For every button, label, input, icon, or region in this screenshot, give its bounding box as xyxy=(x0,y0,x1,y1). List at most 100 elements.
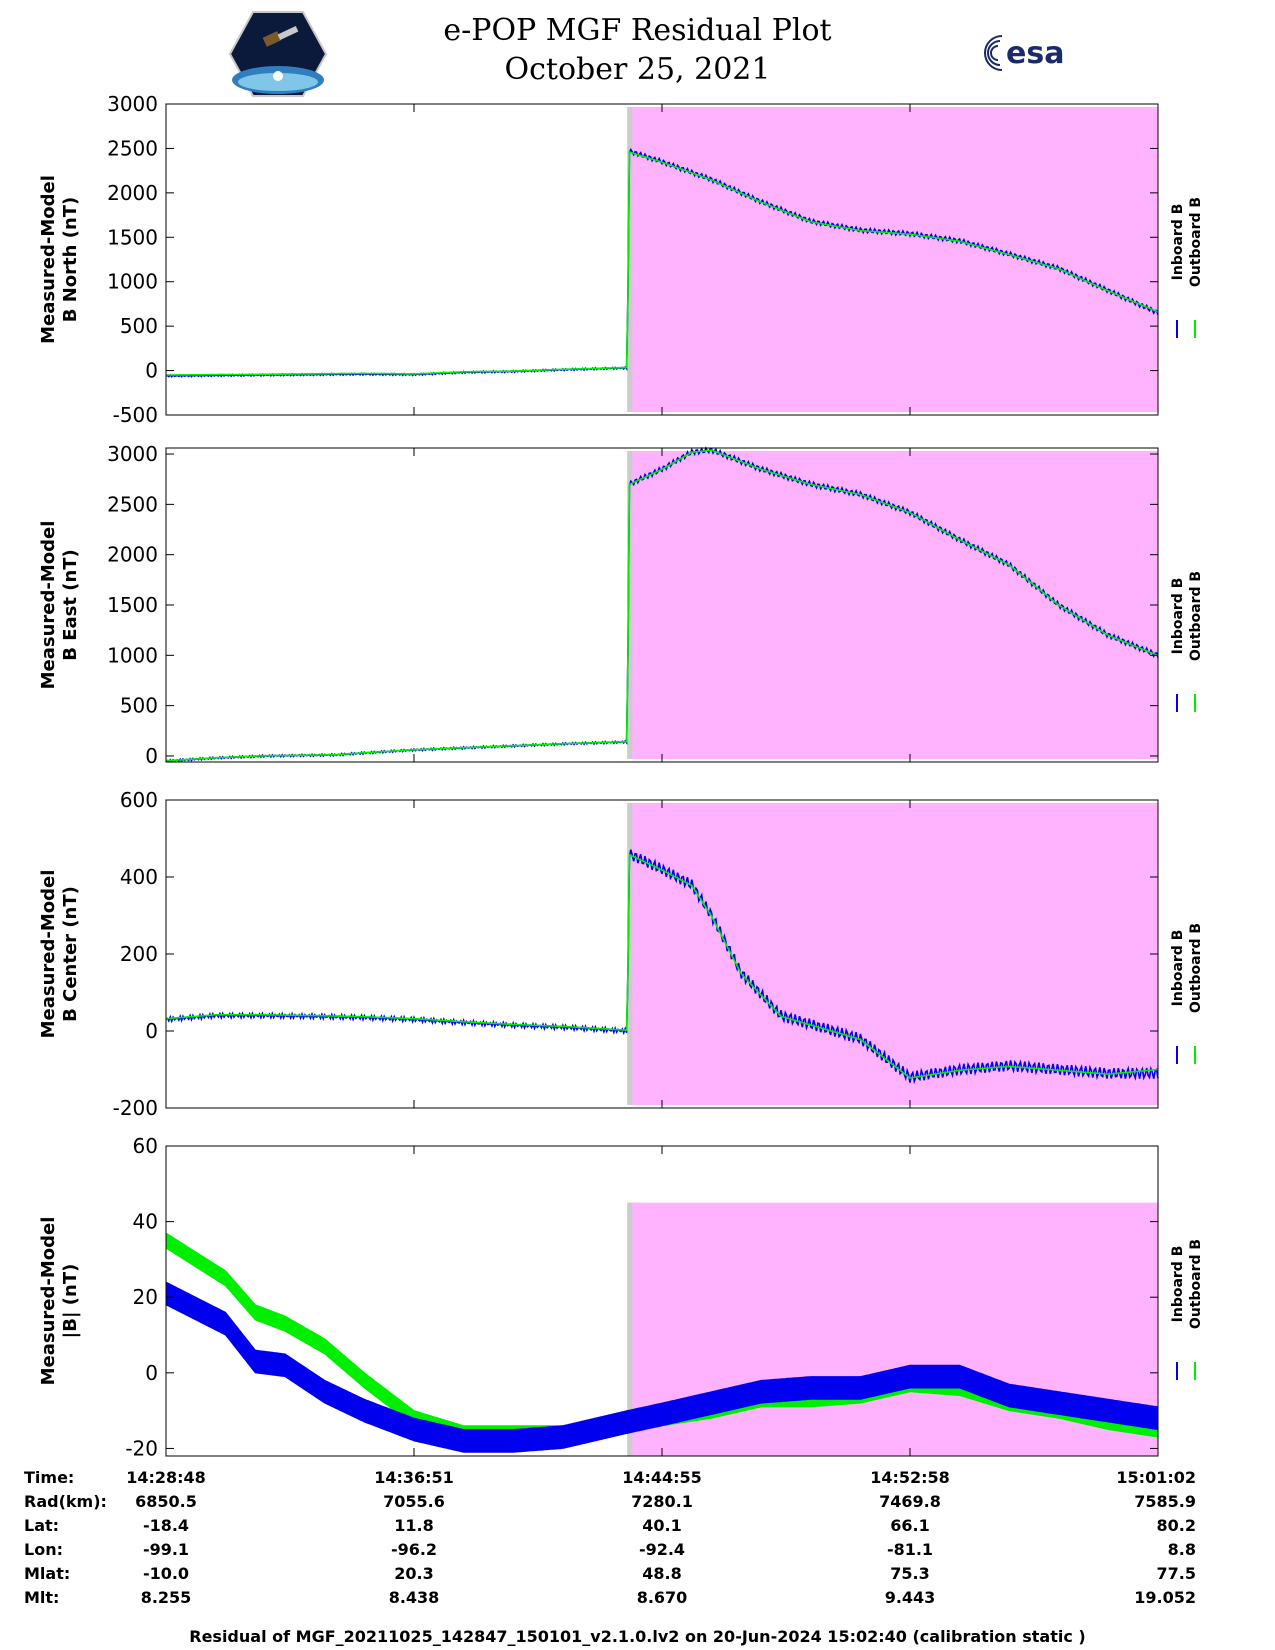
table-cell: 15:01:02 xyxy=(1116,1468,1196,1487)
panel-4: 60 40 20 0 -20 Measured-Model |B| (nT) Inboard … xyxy=(38,1134,1204,1460)
table-cell: 8.8 xyxy=(1167,1540,1196,1559)
y-tick-label: 0 xyxy=(145,1019,158,1043)
table-row: Time: 14:28:48 14:36:51 14:44:55 14:52:58 15:… xyxy=(0,1468,1275,1490)
table-cell: 14:44:55 xyxy=(622,1468,702,1487)
y-tick-label: 600 xyxy=(120,788,158,812)
table-cell: 80.2 xyxy=(1156,1516,1196,1535)
y-tick-label: -500 xyxy=(113,403,158,427)
y-tick-label: 1500 xyxy=(107,225,158,249)
table-cell: 8.438 xyxy=(388,1588,440,1607)
table-cell: 7585.9 xyxy=(1134,1492,1196,1511)
series-line-outboard-b xyxy=(165,449,1159,762)
table-cell: 7280.1 xyxy=(631,1492,693,1511)
esa-logo-icon: esa xyxy=(984,35,1064,71)
table-cell: -92.4 xyxy=(638,1540,686,1559)
y-tick-label: 20 xyxy=(133,1285,158,1309)
y-tick-label: 1500 xyxy=(107,593,158,617)
table-cell: 77.5 xyxy=(1156,1564,1196,1583)
y-tick-label: -20 xyxy=(125,1436,158,1460)
legend-outboard-label: Outboard B xyxy=(1188,571,1204,661)
cassiope-satellite-logo-icon xyxy=(228,11,328,97)
table-row-label: Time: xyxy=(24,1468,75,1487)
table-row-label: Lat: xyxy=(24,1516,60,1535)
table-cell: 6850.5 xyxy=(135,1492,197,1511)
y-axis-label: Measured-Model xyxy=(38,521,59,690)
panel-2: 3000 2500 2000 1500 1000 500 0 Measured-Model B … xyxy=(38,442,1204,768)
table-cell: 7469.8 xyxy=(879,1492,941,1511)
y-tick-label: 40 xyxy=(133,1210,158,1234)
y-axis-label: Measured-Model xyxy=(38,175,59,344)
table-cell: 14:52:58 xyxy=(870,1468,950,1487)
shaded-region-edge xyxy=(627,1202,633,1456)
y-axis-label: B Center (nT) xyxy=(60,886,81,1022)
table-row-label: Mlat: xyxy=(24,1564,71,1583)
y-tick-label: 500 xyxy=(120,694,158,718)
table-cell: -10.0 xyxy=(142,1564,190,1583)
table-cell: 20.3 xyxy=(394,1564,434,1583)
legend-outboard-label: Outboard B xyxy=(1188,923,1204,1013)
y-axis-label: |B| (nT) xyxy=(60,1264,81,1339)
shaded-region-edge xyxy=(627,107,633,412)
legend-inboard-label: Inboard B xyxy=(1170,930,1186,1007)
y-tick-label: 3000 xyxy=(107,92,158,116)
legend-outboard-label: Outboard B xyxy=(1188,1239,1204,1329)
table-row: Mlat: -10.0 20.3 48.8 75.3 77.5 xyxy=(0,1564,1275,1586)
table-cell: 8.255 xyxy=(140,1588,192,1607)
y-tick-label: 0 xyxy=(145,359,158,383)
legend-inboard-label: Inboard B xyxy=(1170,578,1186,655)
series-line-outboard-b xyxy=(165,853,1159,1079)
table-cell: 8.670 xyxy=(636,1588,688,1607)
y-axis-label: Measured-Model xyxy=(38,1217,59,1386)
table-row: Rad(km): 6850.5 7055.6 7280.1 7469.8 7585.9 xyxy=(0,1492,1275,1514)
y-tick-label: 2500 xyxy=(107,136,158,160)
chart-title: e-POP MGF Residual Plot xyxy=(443,13,832,48)
table-cell: 11.8 xyxy=(394,1516,434,1535)
y-tick-label: 2000 xyxy=(107,543,158,567)
table-cell: 9.443 xyxy=(884,1588,936,1607)
series-line-outboard-b xyxy=(166,150,1159,376)
table-cell: -81.1 xyxy=(886,1540,934,1559)
table-cell: 66.1 xyxy=(890,1516,930,1535)
y-tick-label: 0 xyxy=(145,1361,158,1385)
shaded-region xyxy=(627,803,1158,1105)
shaded-region-edge xyxy=(627,803,633,1105)
table-cell: 7055.6 xyxy=(383,1492,445,1511)
table-cell: 19.052 xyxy=(1134,1588,1196,1607)
y-tick-label: 0 xyxy=(145,744,158,768)
y-axis-label: B North (nT) xyxy=(60,197,81,323)
esa-logo-text: esa xyxy=(1006,36,1064,71)
table-cell: 40.1 xyxy=(642,1516,682,1535)
table-cell: -18.4 xyxy=(142,1516,190,1535)
table-row-label: Rad(km): xyxy=(24,1492,107,1511)
footer-caption: Residual of MGF_20211025_142847_150101_v… xyxy=(189,1627,1086,1646)
y-tick-label: 3000 xyxy=(107,442,158,466)
panel-3: 600 400 200 0 -200 Measured-Model B Center (nT… xyxy=(38,788,1204,1120)
shaded-region-edge xyxy=(627,451,633,759)
chart-date: October 25, 2021 xyxy=(504,52,771,87)
shaded-region xyxy=(627,451,1158,759)
y-tick-label: 2000 xyxy=(107,181,158,205)
table-cell: 48.8 xyxy=(642,1564,682,1583)
table-row-label: Mlt: xyxy=(24,1588,60,1607)
table-cell: 75.3 xyxy=(890,1564,930,1583)
panel-1: 3000 2500 2000 1500 1000 500 0 -500 Measured-Mod… xyxy=(38,92,1204,427)
shaded-region xyxy=(627,107,1158,412)
plots-area: 300025002000150010005000-500Measured-Mod… xyxy=(38,92,1204,1460)
table-row-label: Lon: xyxy=(24,1540,63,1559)
table-row: Lat: -18.4 11.8 40.1 66.1 80.2 xyxy=(0,1516,1275,1538)
legend-inboard-label: Inboard B xyxy=(1170,1246,1186,1323)
y-tick-label: 1000 xyxy=(107,643,158,667)
y-tick-label: 400 xyxy=(120,865,158,889)
y-axis-label: B East (nT) xyxy=(60,549,81,661)
y-tick-label: 500 xyxy=(120,314,158,338)
table-cell: 14:36:51 xyxy=(374,1468,454,1487)
legend-outboard-label: Outboard B xyxy=(1188,197,1204,287)
table-row: Mlt: 8.255 8.438 8.670 9.443 19.052 xyxy=(0,1588,1275,1610)
table-cell: 14:28:48 xyxy=(126,1468,206,1487)
y-tick-label: 60 xyxy=(133,1134,158,1158)
table-cell: -96.2 xyxy=(390,1540,438,1559)
y-tick-label: 2500 xyxy=(107,492,158,516)
y-axis-label: Measured-Model xyxy=(38,870,59,1039)
y-tick-label: 200 xyxy=(120,942,158,966)
table-row: Lon: -99.1 -96.2 -92.4 -81.1 8.8 xyxy=(0,1540,1275,1562)
